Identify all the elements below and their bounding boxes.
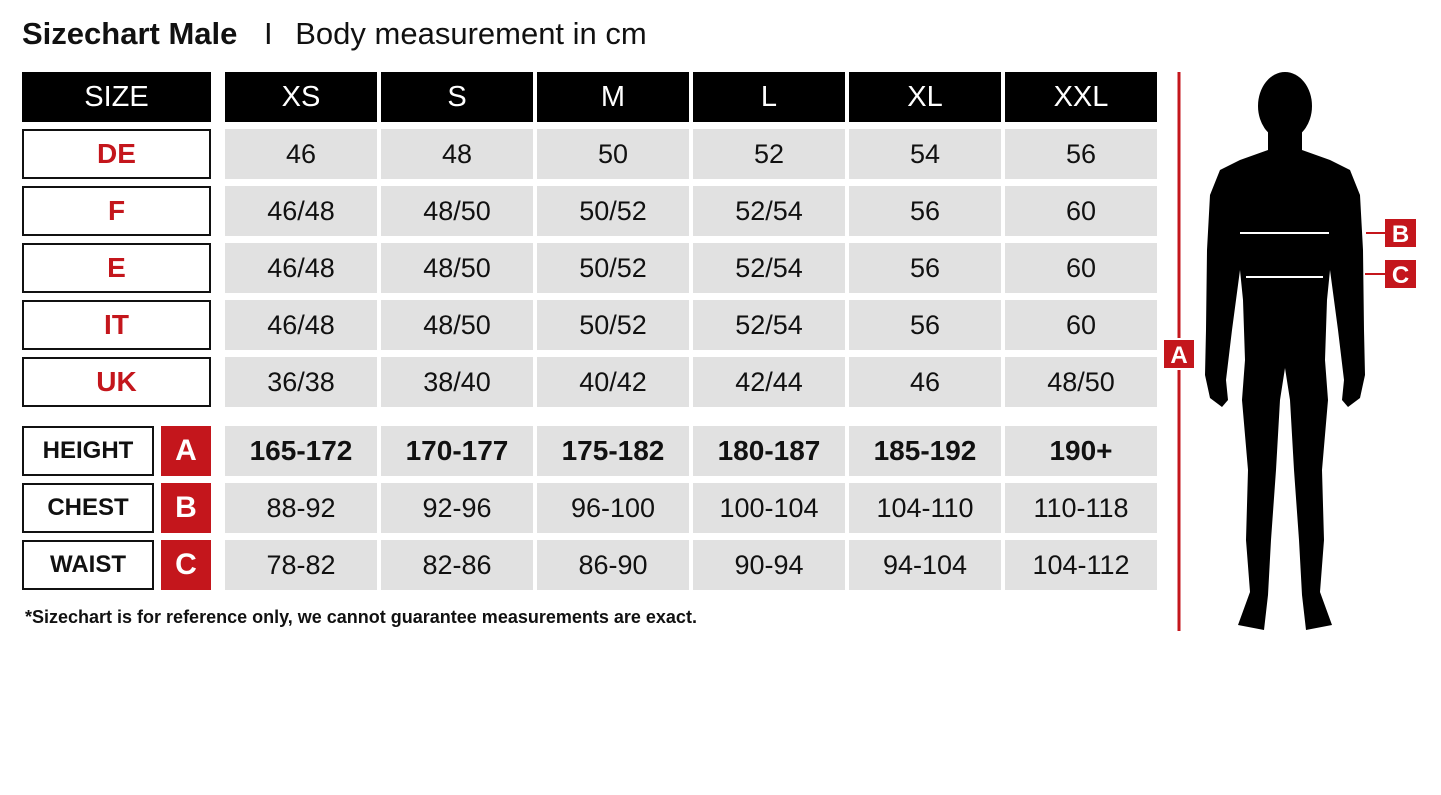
measurement-marker-b: B [161,483,211,533]
table-cell: 52/54 [693,300,845,350]
size-header-l: L [693,72,845,122]
region-label-e: E [22,243,211,293]
table-cell: 42/44 [693,357,845,407]
table-cell: 40/42 [537,357,689,407]
title-main: Sizechart Male [22,16,238,51]
table-cell: 180-187 [693,426,845,476]
table-cell: 110-118 [1005,483,1157,533]
size-header-xxl: XXL [1005,72,1157,122]
table-cell: 46/48 [225,300,377,350]
measurement-marker-c: C [161,540,211,590]
title-separator: I [264,16,273,51]
table-cell: 104-112 [1005,540,1157,590]
table-cell: 96-100 [537,483,689,533]
table-cell: 60 [1005,243,1157,293]
region-label-de: DE [22,129,211,179]
table-cell: 94-104 [849,540,1001,590]
table-cell: 50/52 [537,243,689,293]
table-cell: 185-192 [849,426,1001,476]
table-cell: 48 [381,129,533,179]
table-cell: 36/38 [225,357,377,407]
table-cell: 46 [849,357,1001,407]
table-cell: 48/50 [1005,357,1157,407]
table-cell: 175-182 [537,426,689,476]
table-cell: 46 [225,129,377,179]
region-label-it: IT [22,300,211,350]
table-cell: 52 [693,129,845,179]
marker-b-label: B [1392,221,1409,248]
measurement-label-chest: CHEST [22,483,154,533]
table-cell: 52/54 [693,186,845,236]
table-cell: 50 [537,129,689,179]
table-cell: 60 [1005,300,1157,350]
marker-b-box [1385,219,1416,247]
table-cell: 86-90 [537,540,689,590]
table-cell: 56 [849,243,1001,293]
table-cell: 54 [849,129,1001,179]
table-cell: 38/40 [381,357,533,407]
table-cell: 56 [849,300,1001,350]
marker-a-box [1164,340,1194,368]
marker-a-label: A [1170,342,1187,369]
region-label-uk: UK [22,357,211,407]
marker-c-box [1385,260,1416,288]
measurement-marker-a: A [161,426,211,476]
size-header-s: S [381,72,533,122]
page-title: Sizechart Male I Body measurement in cm [22,16,647,52]
table-cell: 82-86 [381,540,533,590]
table-cell: 190+ [1005,426,1157,476]
size-header-m: M [537,72,689,122]
marker-c-label: C [1392,262,1409,289]
table-cell: 165-172 [225,426,377,476]
table-cell: 48/50 [381,300,533,350]
table-cell: 46/48 [225,243,377,293]
table-cell: 90-94 [693,540,845,590]
table-cell: 52/54 [693,243,845,293]
table-cell: 46/48 [225,186,377,236]
silhouette-icon [1205,72,1365,630]
table-cell: 104-110 [849,483,1001,533]
table-cell: 78-82 [225,540,377,590]
table-cell: 50/52 [537,186,689,236]
table-cell: 48/50 [381,186,533,236]
table-cell: 100-104 [693,483,845,533]
title-subtitle: Body measurement in cm [295,16,647,51]
table-cell: 92-96 [381,483,533,533]
size-header-xl: XL [849,72,1001,122]
table-cell: 88-92 [225,483,377,533]
measurement-label-waist: WAIST [22,540,154,590]
table-cell: 50/52 [537,300,689,350]
size-header-xs: XS [225,72,377,122]
table-cell: 170-177 [381,426,533,476]
table-cell: 60 [1005,186,1157,236]
table-cell: 56 [1005,129,1157,179]
size-header-label: SIZE [22,72,211,122]
table-cell: 48/50 [381,243,533,293]
footnote: *Sizechart is for reference only, we can… [25,607,697,627]
table-cell: 56 [849,186,1001,236]
measurement-label-height: HEIGHT [22,426,154,476]
region-label-f: F [22,186,211,236]
